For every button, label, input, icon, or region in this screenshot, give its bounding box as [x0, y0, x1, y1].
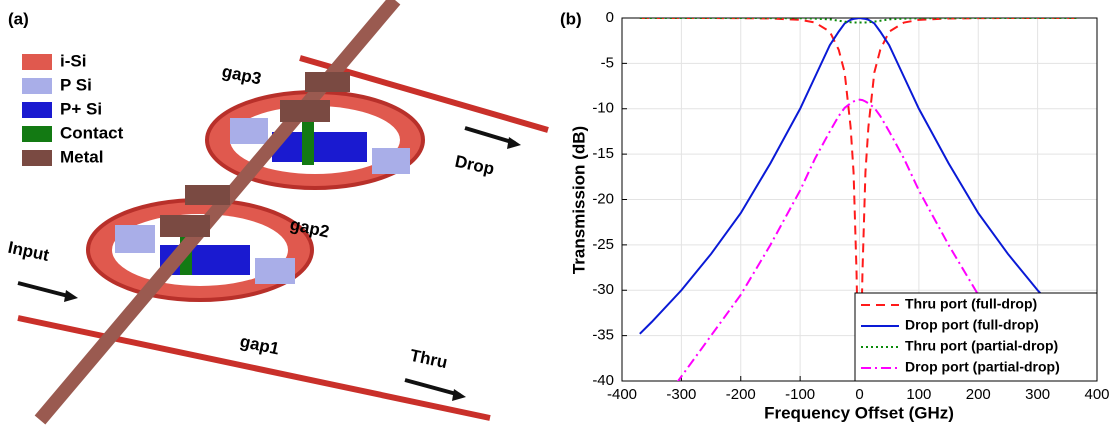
p-si: [372, 148, 410, 174]
annotation: Drop: [453, 152, 496, 179]
y-tick-label: -35: [592, 327, 614, 344]
contact: [302, 115, 314, 165]
y-tick-label: -40: [592, 372, 614, 389]
panel-label: (b): [560, 9, 582, 28]
x-tick-label: 200: [966, 386, 991, 403]
x-tick-label: 0: [855, 386, 863, 403]
arrow-head: [507, 137, 521, 149]
annotation: Input: [6, 238, 51, 265]
p-si: [255, 258, 295, 284]
p-si: [115, 225, 155, 253]
device-illustration: [17, 0, 549, 425]
arrow-head: [452, 389, 466, 401]
legend-label: i-Si: [60, 51, 86, 70]
metal-pad: [160, 215, 210, 237]
legend-label: P Si: [60, 75, 92, 94]
y-tick-label: -15: [592, 145, 614, 162]
x-tick-label: 100: [906, 386, 931, 403]
y-tick-label: -20: [592, 190, 614, 207]
y-axis-title: Transmission (dB): [569, 126, 588, 274]
legend-label: Drop port (partial-drop): [905, 359, 1060, 375]
series-line: [676, 98, 1043, 381]
legend-swatch: [22, 78, 52, 94]
arrow: [404, 378, 461, 397]
x-axis-title: Frequency Offset (GHz): [764, 403, 954, 422]
annotation: gap3: [220, 62, 263, 89]
legend-swatch: [22, 102, 52, 118]
metal-pad: [280, 100, 330, 122]
p-si: [230, 118, 268, 144]
legend-label: Thru port (partial-drop): [905, 338, 1058, 354]
bus-waveguide: [17, 315, 491, 421]
y-tick-label: -30: [592, 281, 614, 298]
legend-label: Contact: [60, 123, 124, 142]
legend-swatch: [22, 150, 52, 166]
arrow: [17, 281, 73, 299]
x-tick-label: -100: [785, 386, 815, 403]
metal-pad: [185, 185, 230, 205]
x-tick-label: 300: [1025, 386, 1050, 403]
legend-swatch: [22, 126, 52, 142]
metal-line: [34, 0, 401, 425]
legend-swatch: [22, 54, 52, 70]
series-line: [639, 18, 1080, 335]
legend-label: P+ Si: [60, 99, 102, 118]
panel-label: (a): [8, 9, 29, 28]
legend-box: [854, 292, 1098, 382]
arrow: [464, 126, 516, 145]
material-legend: i-Si P Si P+ Si Contact Metal: [22, 51, 124, 166]
plot-area: -400 -300 -200 -100 0 100 200 300 400 0 -5 -10 -15 -2…: [592, 9, 1109, 403]
metal-pad: [305, 72, 350, 92]
annotation: gap1: [238, 332, 281, 359]
legend-label: Metal: [60, 147, 103, 166]
x-tick-label: 400: [1084, 386, 1109, 403]
x-tick-label: -300: [666, 386, 696, 403]
series-line: [639, 18, 1080, 24]
x-tick-label: -400: [607, 386, 637, 403]
x-tick-label: -200: [726, 386, 756, 403]
arrow-head: [64, 290, 78, 302]
y-tick-label: -10: [592, 100, 614, 117]
y-tick-label: -25: [592, 236, 614, 253]
y-tick-label: 0: [606, 9, 614, 26]
legend-label: Drop port (full-drop): [905, 317, 1039, 333]
annotation: Thru: [408, 346, 449, 372]
y-tick-label: -5: [601, 54, 614, 71]
legend-label: Thru port (full-drop): [905, 296, 1037, 312]
